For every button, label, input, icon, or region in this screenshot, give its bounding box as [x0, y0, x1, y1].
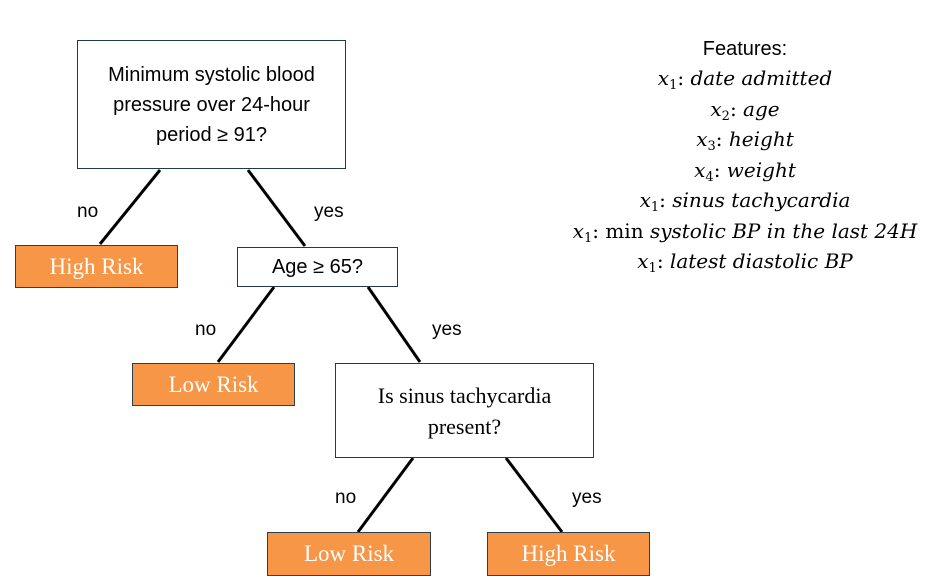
feature-subscript: 1	[583, 230, 593, 246]
feature-description: age	[743, 96, 780, 121]
feature-variable: x	[637, 249, 649, 273]
feature-item: x1: min systolic BP in the last 24H	[540, 216, 946, 247]
leaf-label: Low Risk	[168, 371, 259, 397]
feature-separator: :	[656, 249, 664, 273]
edge-root-yes	[246, 169, 307, 247]
edge-label-sinus-no: no	[335, 487, 357, 508]
feature-item: x2: age	[540, 94, 946, 125]
leaf-label: High Risk	[521, 541, 616, 566]
features-title: Features:	[702, 38, 788, 60]
leaf-high-risk-root-no: High Risk	[15, 245, 178, 288]
feature-variable: x	[710, 96, 722, 121]
feature-variable: x	[696, 127, 708, 151]
edge-sinus-no	[356, 457, 415, 533]
leaf-low-risk-age-no: Low Risk	[132, 363, 295, 406]
feature-separator: :	[729, 96, 737, 121]
root-question-node: Minimum systolic blood pressure over 24-…	[77, 40, 346, 169]
edge-label-root-yes: yes	[314, 201, 344, 222]
feature-item: x4: weight	[540, 155, 946, 186]
feature-description: date admitted	[690, 66, 833, 90]
feature-separator: :	[592, 218, 599, 243]
feature-variable: x	[639, 188, 651, 212]
features-legend: Features: x1: date admitted x2: age x3: he…	[540, 36, 946, 277]
feature-subscript: 1	[650, 200, 660, 215]
leaf-label: High Risk	[49, 253, 144, 279]
feature-separator: :	[715, 127, 723, 151]
feature-description: height	[728, 127, 794, 151]
feature-description: systolic BP in the last 24H	[649, 218, 918, 243]
feature-subscript: 2	[721, 108, 730, 124]
feature-item: x3: height	[540, 124, 946, 155]
edge-age-yes	[366, 286, 422, 363]
feature-separator: :	[659, 188, 666, 212]
feature-description: weight	[726, 157, 796, 182]
age-question-text: Age ≥ 65?	[271, 255, 364, 278]
age-question-node: Age ≥ 65?	[237, 247, 398, 287]
edge-sinus-yes	[504, 457, 564, 533]
feature-variable: x	[694, 157, 706, 182]
leaf-high-risk-sinus-yes: High Risk	[487, 532, 650, 576]
feature-variable: x	[572, 218, 584, 243]
leaf-low-risk-sinus-no: Low Risk	[267, 532, 431, 576]
edge-age-no	[216, 286, 276, 363]
feature-subscript: 1	[648, 261, 657, 276]
root-question-text: Minimum systolic blood pressure over 24-…	[108, 63, 315, 146]
edge-root-no	[98, 169, 162, 245]
feature-item: x1: latest diastolic BP	[540, 246, 946, 277]
feature-description: latest diastolic BP	[669, 249, 853, 273]
feature-list: x1: date admitted x2: age x3: height x4: we…	[540, 63, 946, 277]
feature-subscript: 3	[707, 139, 716, 154]
feature-description: sinus tachycardia	[672, 188, 851, 212]
feature-item: x1: sinus tachycardia	[540, 185, 946, 216]
edge-label-age-yes: yes	[432, 319, 462, 340]
feature-subscript: 4	[705, 169, 714, 185]
edge-label-sinus-yes: yes	[572, 487, 602, 508]
edge-label-root-no: no	[77, 201, 99, 222]
feature-variable: x	[657, 66, 670, 90]
feature-prefix: min	[605, 218, 644, 243]
feature-subscript: 1	[669, 78, 678, 93]
feature-separator: :	[713, 157, 721, 182]
sinus-question-node: Is sinus tachycardia present?	[335, 363, 594, 458]
feature-item: x1: date admitted	[540, 63, 946, 94]
feature-separator: :	[677, 66, 685, 90]
sinus-question-text: Is sinus tachycardia present?	[377, 382, 552, 439]
leaf-label: Low Risk	[303, 541, 395, 566]
edge-label-age-no: no	[195, 319, 217, 340]
